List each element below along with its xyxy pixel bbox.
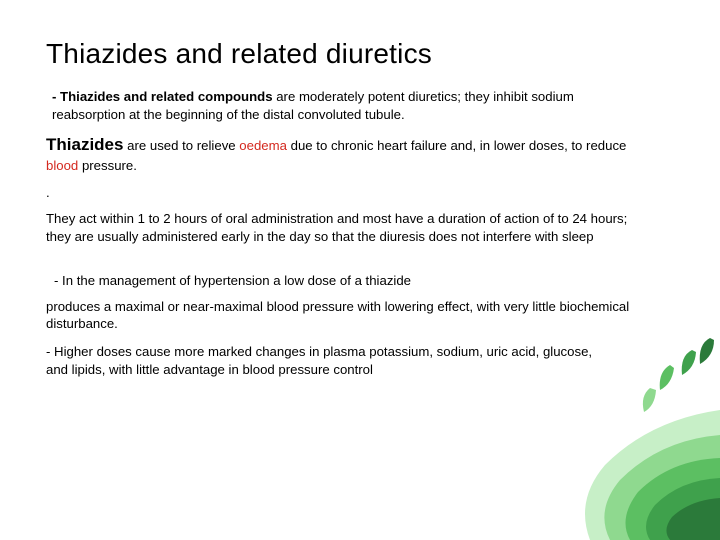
uses-oedema: oedema [239, 138, 287, 153]
paragraph-onset: They act within 1 to 2 hours of oral adm… [46, 210, 654, 246]
paragraph-higherdose: - Higher doses cause more marked changes… [46, 343, 614, 379]
intro-lead: - Thiazides and related compounds [52, 89, 273, 104]
uses-m2: due to chronic heart failure and, in low… [287, 138, 626, 153]
paragraph-dot: . [46, 184, 654, 202]
slide: Thiazides and related diuretics - Thiazi… [0, 0, 720, 540]
uses-lead: Thiazides [46, 135, 123, 154]
slide-title: Thiazides and related diuretics [46, 38, 674, 70]
paragraph-intro: - Thiazides and related compounds are mo… [52, 88, 644, 124]
uses-m3: pressure. [78, 158, 137, 173]
paragraph-lowdose-b: produces a maximal or near-maximal blood… [46, 298, 654, 334]
paragraph-lowdose-a: - In the management of hypertension a lo… [54, 272, 664, 290]
uses-blood: blood [46, 158, 78, 173]
uses-m1: are used to relieve [123, 138, 239, 153]
paragraph-uses: Thiazides are used to relieve oedema due… [46, 134, 654, 175]
